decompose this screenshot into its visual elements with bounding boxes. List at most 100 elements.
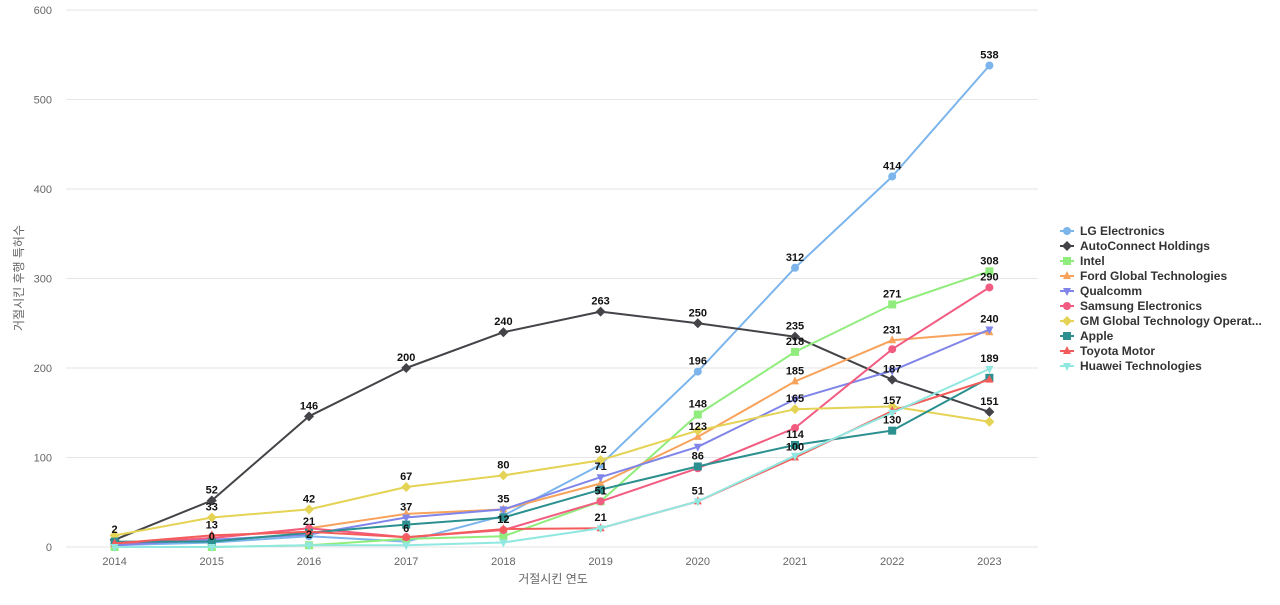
data-point[interactable] (693, 367, 702, 376)
data-point[interactable] (596, 485, 605, 494)
legend-item-lg-electronics[interactable]: LG Electronics (1060, 224, 1165, 238)
data-point[interactable] (207, 537, 216, 546)
data-point[interactable] (305, 526, 313, 535)
data-point[interactable] (206, 495, 217, 506)
data-label: 2 (112, 524, 118, 536)
data-point[interactable] (791, 396, 799, 405)
data-point[interactable] (985, 267, 994, 276)
legend-item-huawei-technologies[interactable]: Huawei Technologies (1060, 359, 1202, 373)
data-point[interactable] (888, 426, 897, 435)
y-tick-label: 0 (46, 542, 52, 554)
data-point[interactable] (596, 497, 605, 506)
data-point[interactable] (402, 514, 411, 523)
data-point[interactable] (206, 512, 217, 523)
data-point[interactable] (304, 504, 314, 515)
data-label: 290 (980, 271, 998, 283)
series-line-samsung-electronics[interactable] (113, 286, 991, 545)
series-line-qualcomm[interactable] (113, 328, 991, 547)
legend-item-autoconnect-holdings[interactable]: AutoConnect Holdings (1060, 239, 1210, 253)
data-point[interactable] (305, 542, 313, 551)
legend-item-ford-global-technologies[interactable]: Ford Global Technologies (1060, 269, 1227, 283)
legend-item-toyota-motor[interactable]: Toyota Motor (1060, 344, 1155, 358)
data-point[interactable] (693, 443, 702, 452)
data-point[interactable] (791, 376, 799, 385)
y-tick-label: 300 (34, 274, 52, 286)
data-point[interactable] (499, 506, 508, 515)
series-layer (109, 61, 995, 552)
series-line-gm-global-technology-operat[interactable] (113, 405, 991, 537)
data-point[interactable] (985, 326, 994, 335)
data-point[interactable] (888, 300, 897, 309)
data-point[interactable] (110, 544, 119, 552)
legend-item-samsung-electronics[interactable]: Samsung Electronics (1060, 299, 1202, 313)
data-point[interactable] (693, 410, 702, 419)
data-point[interactable] (888, 345, 897, 354)
data-point[interactable] (207, 544, 216, 552)
data-point[interactable] (985, 365, 994, 374)
data-point[interactable] (888, 335, 897, 344)
data-point[interactable] (499, 513, 508, 522)
data-label: 33 (206, 501, 218, 513)
data-point[interactable] (499, 532, 508, 541)
data-point[interactable] (596, 478, 605, 487)
data-point[interactable] (499, 539, 508, 548)
data-point[interactable] (402, 532, 411, 541)
legend-item-intel[interactable]: Intel (1060, 254, 1105, 268)
x-tick-label: 2022 (880, 556, 904, 568)
data-label: 185 (786, 365, 804, 377)
data-point[interactable] (888, 367, 897, 376)
data-point[interactable] (888, 409, 897, 418)
data-point[interactable] (207, 530, 216, 539)
data-point[interactable] (790, 331, 800, 342)
series-line-intel[interactable] (113, 270, 991, 548)
data-point[interactable] (888, 172, 897, 181)
data-point[interactable] (692, 425, 703, 436)
data-point[interactable] (790, 404, 800, 415)
data-label: 240 (494, 316, 512, 328)
legend-item-gm-global-technology-operat[interactable]: GM Global Technology Operat... (1060, 314, 1262, 328)
x-tick-label: 2019 (588, 556, 612, 568)
data-point[interactable] (791, 452, 799, 461)
series-line-lg-electronics[interactable] (113, 64, 991, 547)
data-point[interactable] (693, 462, 702, 471)
data-point[interactable] (693, 431, 702, 440)
legend-item-apple[interactable]: Apple (1060, 329, 1114, 343)
data-point[interactable] (985, 61, 994, 70)
data-point[interactable] (596, 525, 605, 534)
data-point[interactable] (595, 306, 606, 317)
data-point[interactable] (984, 406, 995, 417)
series-toyota-motor (110, 374, 994, 547)
data-point[interactable] (595, 455, 606, 466)
data-point[interactable] (984, 416, 995, 427)
data-label: 240 (980, 314, 998, 326)
data-point[interactable] (402, 520, 411, 529)
data-point[interactable] (498, 327, 509, 338)
data-point[interactable] (985, 374, 994, 383)
y-tick-label: 600 (34, 5, 52, 17)
data-point[interactable] (499, 524, 508, 533)
data-point[interactable] (401, 363, 412, 373)
series-line-huawei-technologies[interactable] (113, 367, 991, 548)
series-samsung-electronics (110, 283, 994, 548)
series-line-apple[interactable] (113, 376, 991, 543)
data-point[interactable] (791, 263, 799, 272)
data-point[interactable] (498, 470, 509, 481)
data-point[interactable] (692, 318, 703, 329)
legend-item-qualcomm[interactable]: Qualcomm (1060, 284, 1142, 298)
data-label: 231 (883, 324, 901, 336)
data-point[interactable] (402, 542, 411, 551)
data-point[interactable] (401, 482, 412, 493)
data-point[interactable] (791, 423, 799, 432)
data-point[interactable] (985, 283, 994, 292)
data-point[interactable] (791, 440, 799, 449)
data-point[interactable] (693, 498, 702, 507)
legend-label: AutoConnect Holdings (1080, 239, 1210, 253)
data-point[interactable] (791, 347, 799, 356)
data-point[interactable] (304, 411, 314, 422)
data-point[interactable] (887, 374, 898, 385)
series-line-autoconnect-holdings[interactable] (113, 310, 991, 541)
data-point[interactable] (596, 474, 605, 483)
y-tick-label: 400 (34, 184, 52, 196)
